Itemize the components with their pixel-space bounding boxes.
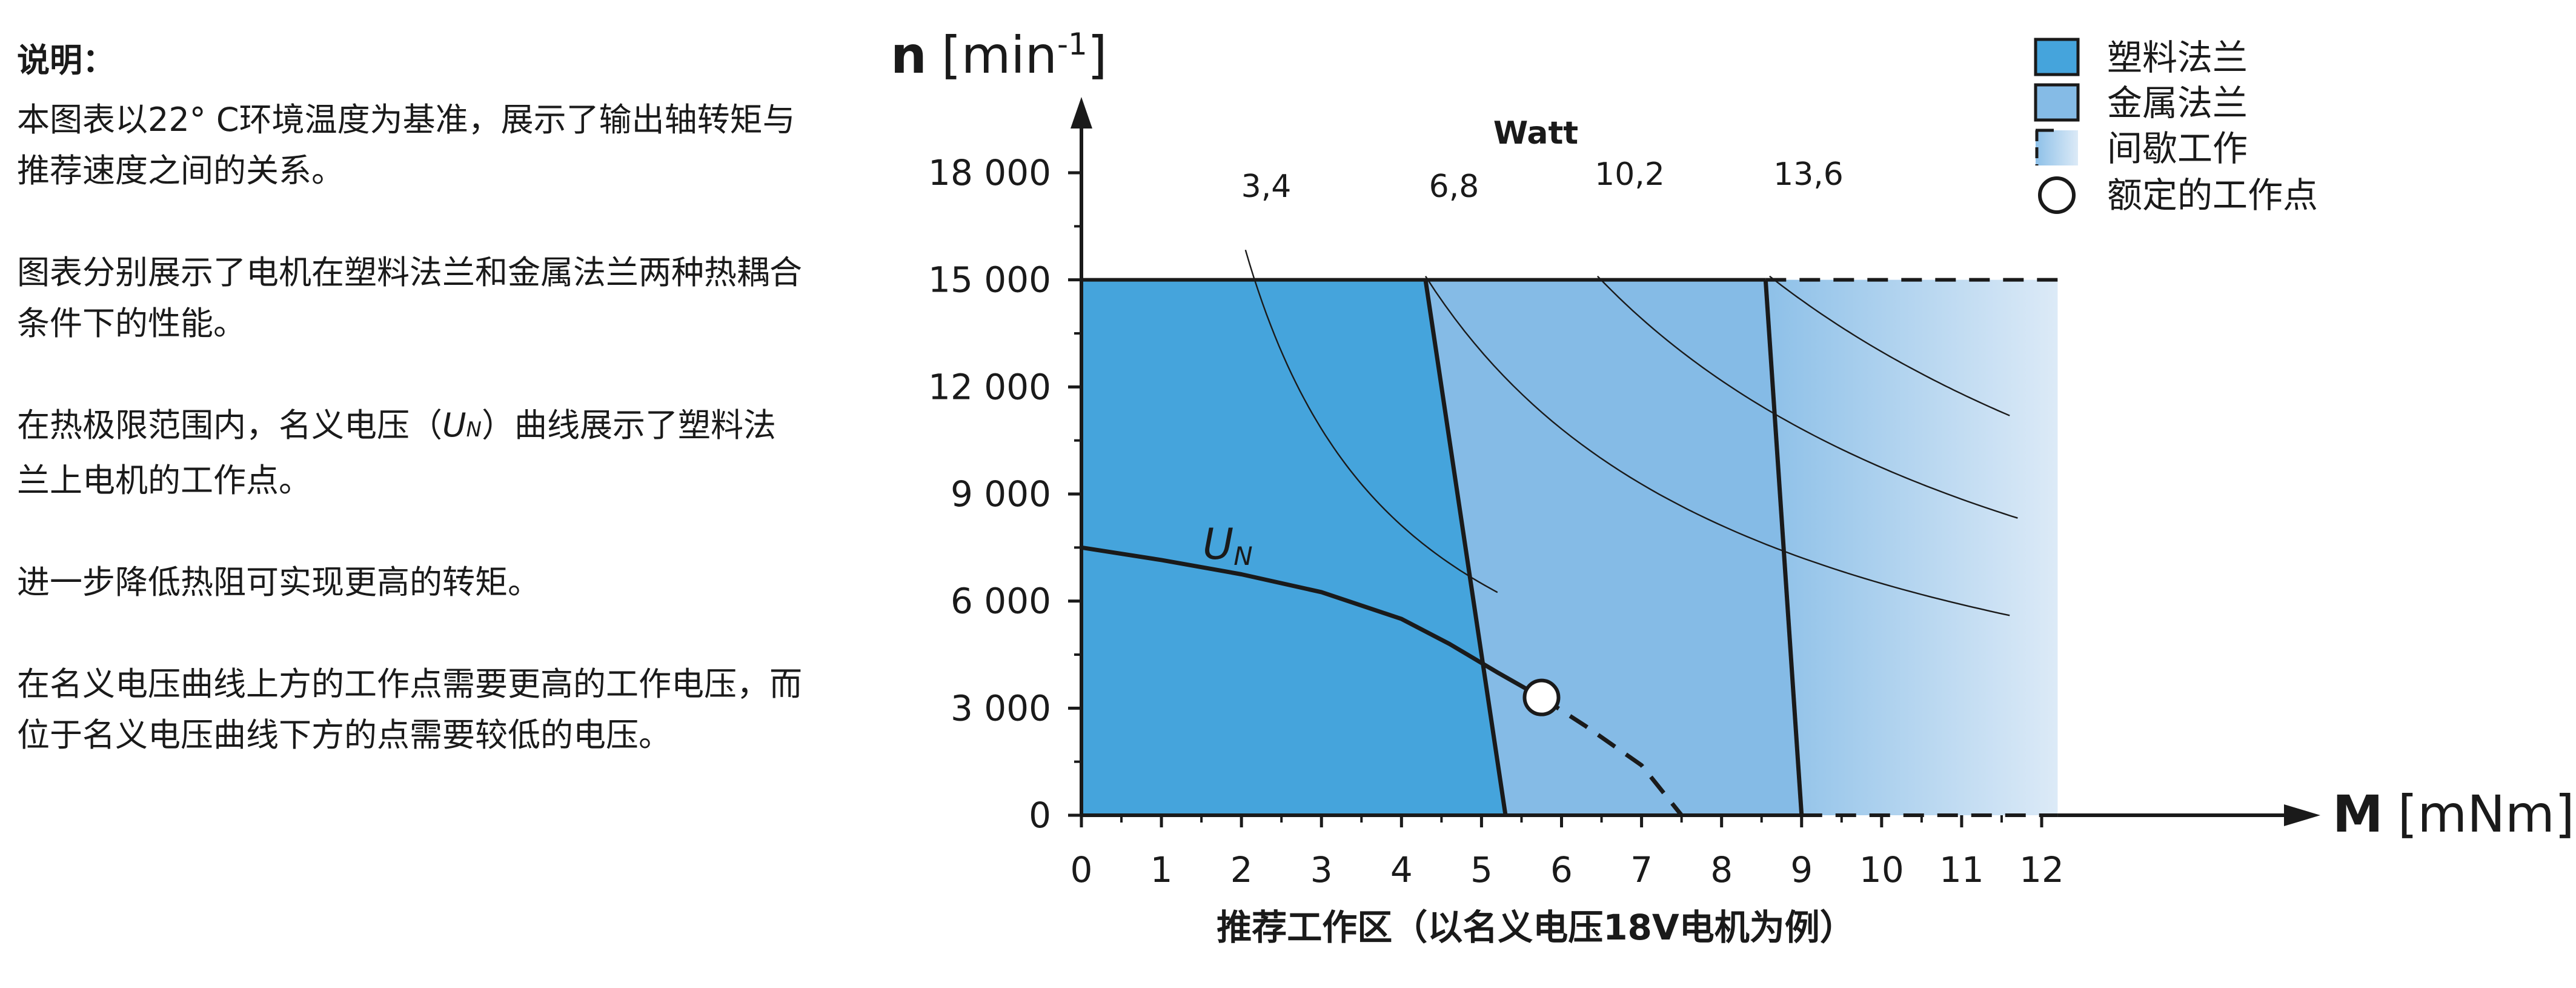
watt-label: Watt — [1493, 115, 1578, 152]
p3-sub: N — [466, 418, 482, 442]
power-label-3: 10,2 — [1595, 156, 1665, 193]
power-curve-3 — [1597, 275, 2018, 519]
legend-swatch-2 — [2034, 83, 2080, 122]
x-tick-label-7: 7 — [1630, 849, 1653, 890]
power-label-1: 3,4 — [1241, 169, 1292, 205]
description-panel: 说明： 本图表以22° C环境温度为基准，展示了输出轴转矩与推荐速度之间的关系。… — [17, 35, 805, 761]
x-axis-label-unit: [mNm] — [2398, 784, 2575, 844]
x-axis-label-main: M — [2332, 784, 2383, 844]
x-tick-label-10: 10 — [1859, 849, 1904, 890]
x-tick-label-6: 6 — [1550, 849, 1573, 890]
un-label-main: U — [1203, 519, 1233, 569]
legend-swatch-1 — [2034, 38, 2080, 76]
y-axis-label: n [min-1] — [891, 25, 1107, 85]
y-tick-label-0: 0 — [1029, 795, 1051, 836]
y-tick-label-4: 12 000 — [928, 366, 1051, 407]
region-plastic-flange — [1081, 279, 1506, 816]
legend-circle-marker — [2038, 176, 2076, 214]
x-tick-label-3: 3 — [1310, 849, 1333, 890]
legend-label-4: 额定的工作点 — [2107, 175, 2318, 216]
un-label: UN — [1203, 519, 1253, 571]
p3-after: ）曲线展示了塑料法兰上电机的工作点。 — [17, 406, 776, 499]
x-tick-label-4: 4 — [1390, 849, 1413, 890]
description-paragraph-3: 在热极限范围内，名义电压（UN）曲线展示了塑料法兰上电机的工作点。 — [17, 400, 805, 506]
un-curve-solid — [1081, 545, 1543, 699]
legend-label-1: 塑料法兰 — [2107, 37, 2248, 78]
x-tick-label-5: 5 — [1470, 849, 1493, 890]
x-axis-arrow — [2284, 804, 2320, 826]
p3-before: 在热极限范围内，名义电压（ — [17, 406, 442, 444]
region-boundaries — [1081, 278, 2058, 817]
description-paragraph-4: 进一步降低热阻可实现更高的转矩。 — [17, 563, 540, 601]
chart-labels: 3,4 6,8 10,2 13,6 Watt n [min-1] M [mNm] 推荐工作区（以名… — [891, 25, 2575, 948]
x-tick-label-9: 9 — [1790, 849, 1813, 890]
power-curve-2 — [1424, 276, 2010, 616]
power-curves — [1244, 249, 2018, 616]
un-label-sub: N — [1233, 541, 1252, 571]
y-tick-label-5: 15 000 — [928, 259, 1051, 301]
p3-var: U — [442, 406, 466, 444]
description-title: 说明： — [17, 41, 115, 79]
y-axis-label-main: n — [891, 25, 927, 85]
legend-label-3: 间歇工作 — [2107, 128, 2248, 169]
description-paragraph-5: 在名义电压曲线上方的工作点需要更高的工作电压，而位于名义电压曲线下方的点需要较低… — [17, 665, 802, 754]
un-curve-dashed — [1540, 695, 1684, 817]
region-intermittent — [1765, 279, 2058, 816]
nominal-voltage-curve — [1081, 545, 1684, 817]
x-axis-label: M [mNm] — [2332, 784, 2575, 844]
power-curve-1 — [1244, 249, 1498, 593]
power-label-2: 6,8 — [1429, 169, 1479, 205]
y-axis-label-close: ] — [1087, 25, 1107, 85]
legend-label-2: 金属法兰 — [2107, 82, 2248, 124]
y-tick-label-6: 18 000 — [928, 152, 1051, 193]
y-tick-label-2: 6 000 — [951, 581, 1051, 622]
x-tick-label-0: 0 — [1071, 849, 1093, 890]
y-axis-label-unit: [min — [941, 25, 1057, 85]
x-tick-label-1: 1 — [1150, 849, 1173, 890]
y-tick-label-1: 3 000 — [951, 687, 1051, 729]
plastic-flange-boundary — [1423, 279, 1508, 816]
y-tick-label-3: 9 000 — [951, 473, 1051, 515]
chart-title: 推荐工作区（以名义电压18V电机为例） — [1217, 907, 1855, 948]
operating-regions — [1081, 279, 2058, 816]
x-tick-label-2: 2 — [1230, 849, 1253, 890]
power-label-4: 13,6 — [1773, 156, 1844, 193]
x-tick-label-12: 12 — [2019, 849, 2064, 890]
description-paragraph-2: 图表分别展示了电机在塑料法兰和金属法兰两种热耦合条件下的性能。 — [17, 253, 802, 342]
x-tick-label-8: 8 — [1710, 849, 1733, 890]
rated-point-marker — [1522, 678, 1561, 716]
region-metal-flange — [1425, 279, 1802, 816]
x-tick-label-11: 11 — [1939, 849, 1984, 890]
description-paragraph-1: 本图表以22° C环境温度为基准，展示了输出轴转矩与推荐速度之间的关系。 — [17, 101, 795, 190]
y-axis-arrow — [1071, 97, 1092, 129]
metal-flange-boundary — [1763, 279, 1804, 816]
legend-swatch-3 — [2036, 130, 2078, 165]
power-curve-4 — [1769, 275, 2010, 416]
y-axis-label-exp: -1 — [1057, 27, 1087, 62]
